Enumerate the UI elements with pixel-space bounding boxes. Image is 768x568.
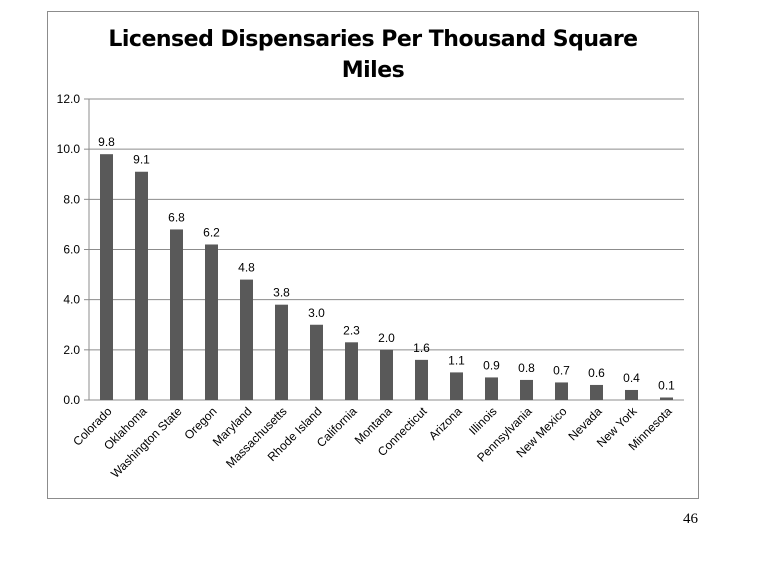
bar: [520, 379, 533, 400]
page-number: 46: [683, 511, 698, 527]
data-label: 0.9: [483, 358, 500, 372]
chart-title-line-2: Miles: [341, 58, 405, 83]
bar-chart: 0.02.04.06.08.010.012.09.8Colorado9.1Okl…: [57, 92, 684, 481]
data-label: 1.6: [413, 341, 430, 355]
y-tick-label: 6.0: [63, 243, 80, 257]
bar: [170, 229, 183, 400]
bar: [275, 304, 288, 400]
chart-frame: Licensed Dispensaries Per Thousand Squar…: [47, 11, 699, 499]
y-tick-label: 4.0: [63, 293, 80, 307]
data-label: 6.2: [203, 225, 220, 239]
data-label: 0.8: [518, 361, 535, 375]
data-label: 9.8: [98, 135, 115, 149]
data-label: 0.4: [623, 371, 640, 385]
y-tick-label: 12.0: [57, 92, 81, 106]
data-label: 1.1: [448, 353, 465, 367]
bar: [555, 382, 568, 400]
bar: [100, 154, 113, 400]
y-tick-label: 10.0: [57, 142, 81, 156]
x-tick-label: Illinois: [466, 404, 499, 437]
y-tick-label: 2.0: [63, 343, 80, 357]
data-label: 2.3: [343, 323, 360, 337]
bar: [240, 279, 253, 400]
bar: [660, 397, 673, 400]
data-label: 9.1: [133, 153, 150, 167]
data-label: 6.8: [168, 210, 185, 224]
bar: [450, 372, 463, 400]
bar: [135, 171, 148, 400]
data-label: 0.7: [553, 363, 570, 377]
data-label: 3.8: [273, 286, 290, 300]
data-label: 2.0: [378, 331, 395, 345]
data-label: 3.0: [308, 306, 325, 320]
bar: [345, 342, 358, 400]
bar: [415, 359, 428, 400]
data-label: 4.8: [238, 261, 255, 275]
x-tick-label: Arizona: [426, 404, 465, 443]
bar: [380, 349, 393, 400]
data-label: 0.1: [658, 378, 675, 392]
chart-title: Licensed Dispensaries Per Thousand Squar…: [48, 24, 698, 86]
y-tick-label: 8.0: [63, 192, 80, 206]
y-tick-label: 0.0: [63, 393, 80, 407]
bar: [485, 377, 498, 400]
chart-title-line-1: Licensed Dispensaries Per Thousand Squar…: [108, 27, 638, 52]
bar: [590, 384, 603, 400]
bar: [310, 324, 323, 400]
bar: [625, 389, 638, 400]
data-label: 0.6: [588, 366, 605, 380]
bar: [205, 244, 218, 400]
x-tick-label: Massachusetts: [223, 404, 290, 471]
